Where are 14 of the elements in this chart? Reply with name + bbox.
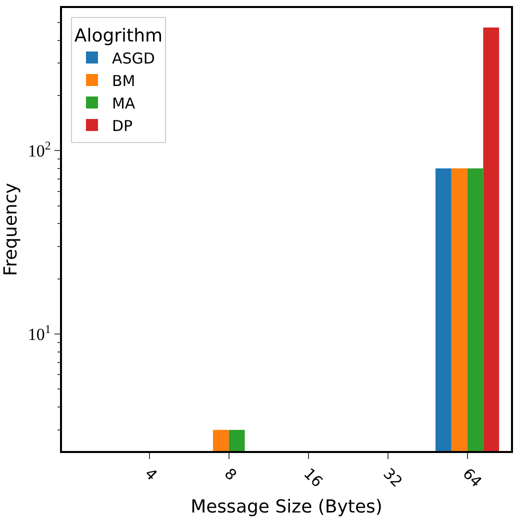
x-tick-label: 32 <box>380 464 406 491</box>
y-tick-label: 10$^{1}$ <box>28 322 51 344</box>
x-tick-label: 4 <box>141 464 161 484</box>
legend-title: Alogrithm <box>74 25 163 46</box>
x-axis-title: Message Size (Bytes) <box>190 496 382 518</box>
legend-label: DP <box>112 116 133 135</box>
legend-label: ASGD <box>112 49 155 68</box>
legend-label: MA <box>112 94 136 112</box>
x-tick-label: 64 <box>459 464 486 491</box>
legend-label: BM <box>112 72 136 90</box>
x-tick-label: 16 <box>300 464 326 491</box>
x-tick-label: 8 <box>220 464 240 484</box>
y-axis-title: Frequency <box>0 182 22 276</box>
y-tick-label: 10$^{2}$ <box>28 138 51 161</box>
